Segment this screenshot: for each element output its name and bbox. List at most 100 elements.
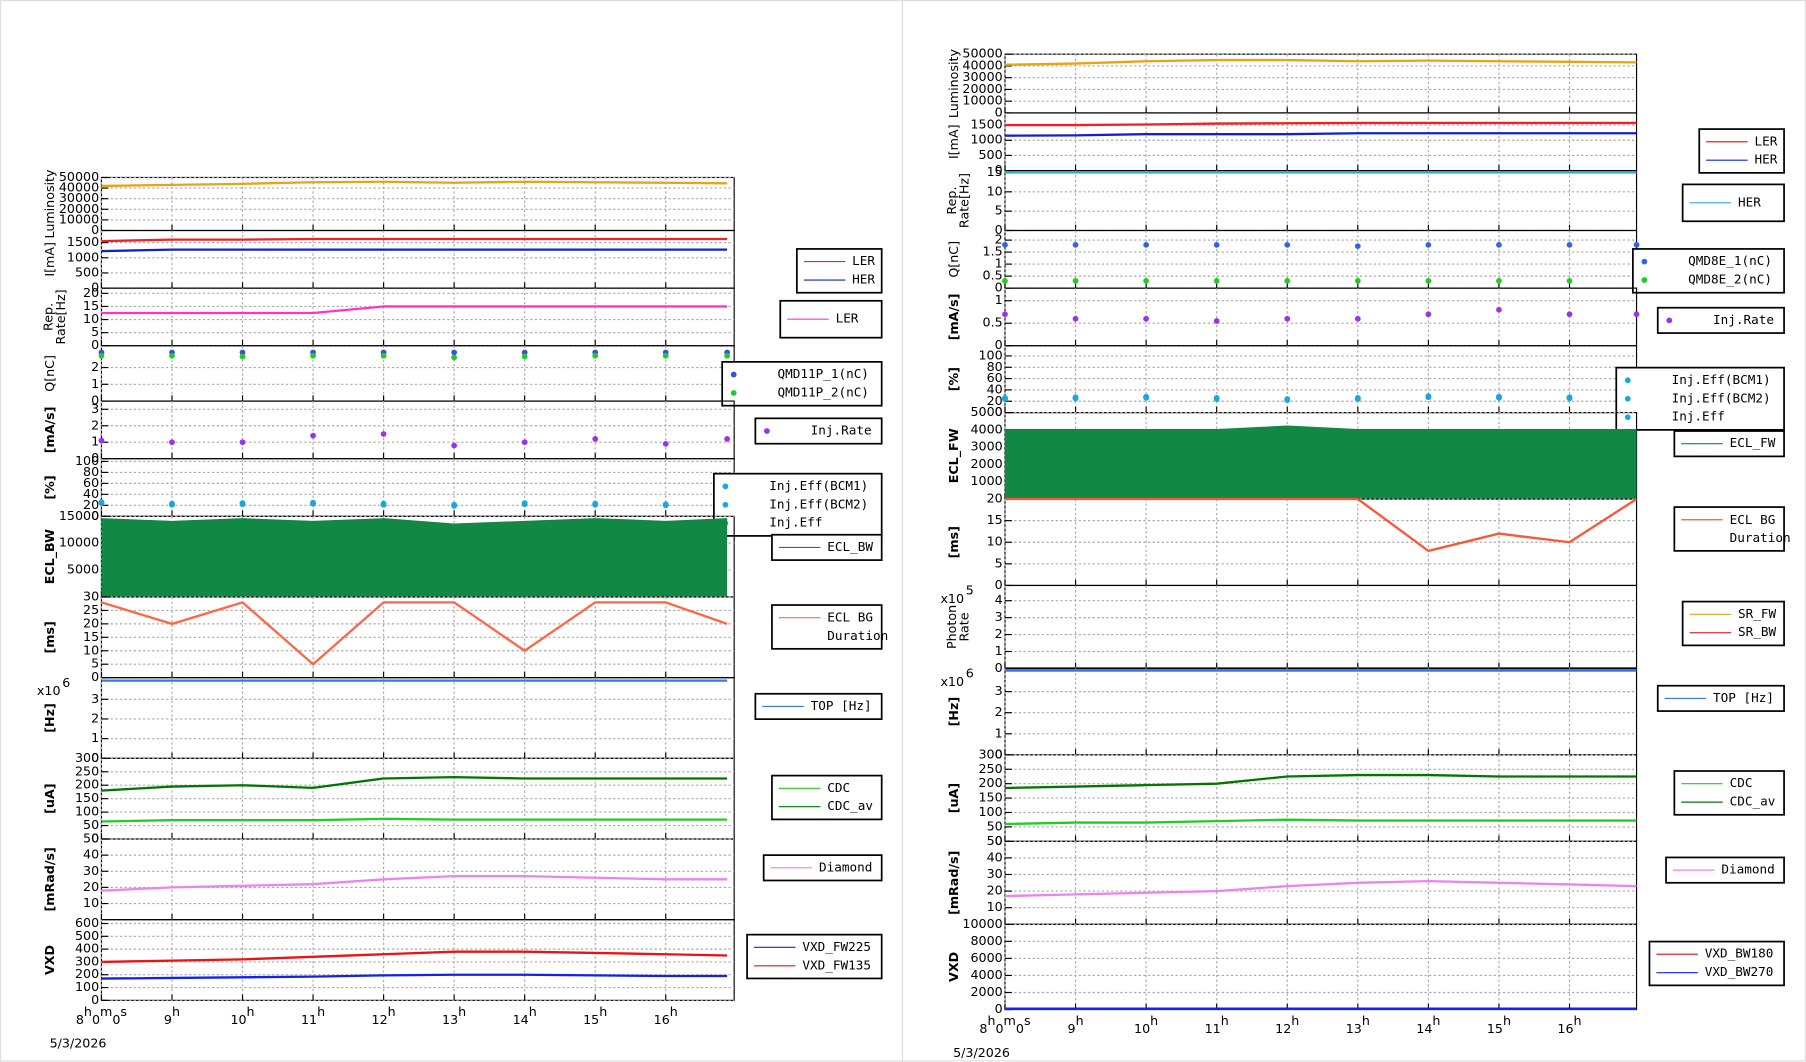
legend-label: HER (1738, 194, 1761, 209)
point (662, 440, 669, 447)
point (239, 439, 246, 446)
point (1425, 278, 1432, 284)
y-tick-label: 0.5 (983, 268, 1003, 283)
legend-box (1698, 128, 1785, 174)
legend-label: QMD8E_1(nC) (1688, 253, 1772, 268)
point (169, 352, 175, 359)
y-axis-label: [mRad/s] (946, 851, 961, 915)
y-axis-label: I[mA] (42, 242, 57, 277)
y-tick-label: 60 (83, 475, 99, 490)
point (1143, 278, 1150, 284)
y-tick-label: 2 (995, 232, 1003, 247)
legend-label: Inj.Eff(BCM2) (769, 496, 868, 511)
y-tick-label: 50 (987, 818, 1003, 833)
point (1633, 311, 1640, 318)
y-tick-label: 1 (91, 730, 99, 745)
legend-box (1615, 366, 1785, 431)
point (1002, 278, 1008, 284)
legend-box (1673, 506, 1785, 552)
y-tick-label: 0 (91, 280, 99, 295)
legend-label: VXD_FW135 (802, 957, 871, 972)
point (1143, 315, 1150, 322)
x-tick-label: 12h (1275, 1013, 1299, 1036)
y-tick-label: 4000 (970, 967, 1002, 982)
y-tick-label: 40000 (59, 180, 99, 195)
multiplier-base: x10 (940, 591, 964, 606)
y-tick-label: 4000 (970, 421, 1002, 436)
y-tick-label: 6000 (970, 950, 1002, 965)
y-tick-label: 10 (987, 534, 1003, 549)
y-tick-label: 15000 (59, 508, 99, 523)
y-tick-label: 200 (75, 966, 99, 981)
legend-label: QMD11P_2(nC) (777, 384, 868, 399)
y-tick-label: 2 (91, 417, 99, 432)
y-axis-label: [%] (42, 475, 57, 499)
y-tick-label: 20 (987, 491, 1003, 506)
point (1566, 278, 1573, 284)
point (451, 501, 458, 508)
y-tick-label: 30 (83, 863, 99, 878)
x-tick-label: 16h (1557, 1013, 1581, 1036)
legend-marker (1641, 277, 1648, 283)
legend-marker (1624, 377, 1631, 384)
x-tick-label: 14h (513, 1004, 537, 1027)
y-tick-label: 100 (75, 979, 99, 994)
x-tick-label: 16h (654, 1004, 678, 1027)
legend-box (1648, 940, 1785, 987)
point (1072, 394, 1079, 401)
y-tick-label: 0 (91, 669, 99, 684)
legend-label: LER (836, 311, 859, 326)
y-axis-label: [ms] (42, 621, 57, 653)
series-line (101, 874, 728, 892)
y-tick-label: 0 (91, 337, 99, 352)
legend-label: ECL BG Duration (1730, 511, 1791, 544)
point (1354, 243, 1361, 249)
y-axis-label: [mRad/s] (42, 847, 57, 911)
y-tick-label: 10 (987, 183, 1003, 198)
y-tick-label: 2 (91, 710, 99, 725)
y-axis-label: Rep. (944, 186, 959, 214)
legend-label: Inj.Eff(BCM1) (769, 478, 868, 493)
legend-marker (764, 428, 770, 434)
legend-label: Diamond (819, 859, 872, 874)
legend-label: Inj.Eff (769, 515, 822, 530)
point (310, 352, 316, 359)
point (592, 352, 599, 359)
y-tick-label: 10000 (962, 916, 1002, 931)
series-line (1004, 132, 1637, 137)
x-tick-label: 9h (164, 1004, 180, 1027)
y-tick-label: 5 (995, 203, 1003, 218)
y-axis-label: Photon (944, 605, 959, 649)
y-tick-label: 2 (995, 626, 1003, 641)
y-tick-label: 0 (91, 393, 99, 408)
y-tick-label: 30000 (962, 69, 1002, 84)
multiplier-base: x10 (37, 683, 61, 698)
y-tick-label: 30 (987, 866, 1003, 881)
y-tick-label: 3 (91, 401, 99, 416)
legend-label: Inj.Eff(BCM1) (1672, 372, 1771, 387)
y-axis-label: [mA/s] (42, 407, 57, 454)
x-tick-label: 8h0m0s (979, 1013, 1030, 1036)
point (1002, 242, 1008, 248)
y-tick-label: 5000 (970, 404, 1002, 419)
point (239, 349, 246, 356)
point (1566, 394, 1573, 401)
y-tick-label: 0 (995, 162, 1003, 177)
panel-frame (100, 677, 735, 759)
y-tick-label: 80 (83, 464, 99, 479)
legend-label: HER (852, 272, 875, 287)
point (1566, 311, 1573, 318)
point (662, 352, 669, 359)
point (1143, 242, 1150, 248)
point (724, 436, 730, 442)
legend-box (1673, 770, 1785, 816)
point (310, 432, 316, 439)
y-tick-label: 50 (987, 833, 1003, 848)
area-fill (101, 518, 728, 597)
y-tick-label: 200 (979, 775, 1003, 790)
legend-label: VXD_BW270 (1705, 964, 1774, 979)
panel-frame (1004, 112, 1638, 172)
legend-box (754, 417, 883, 445)
series-line (101, 950, 728, 964)
series-line (101, 518, 728, 526)
